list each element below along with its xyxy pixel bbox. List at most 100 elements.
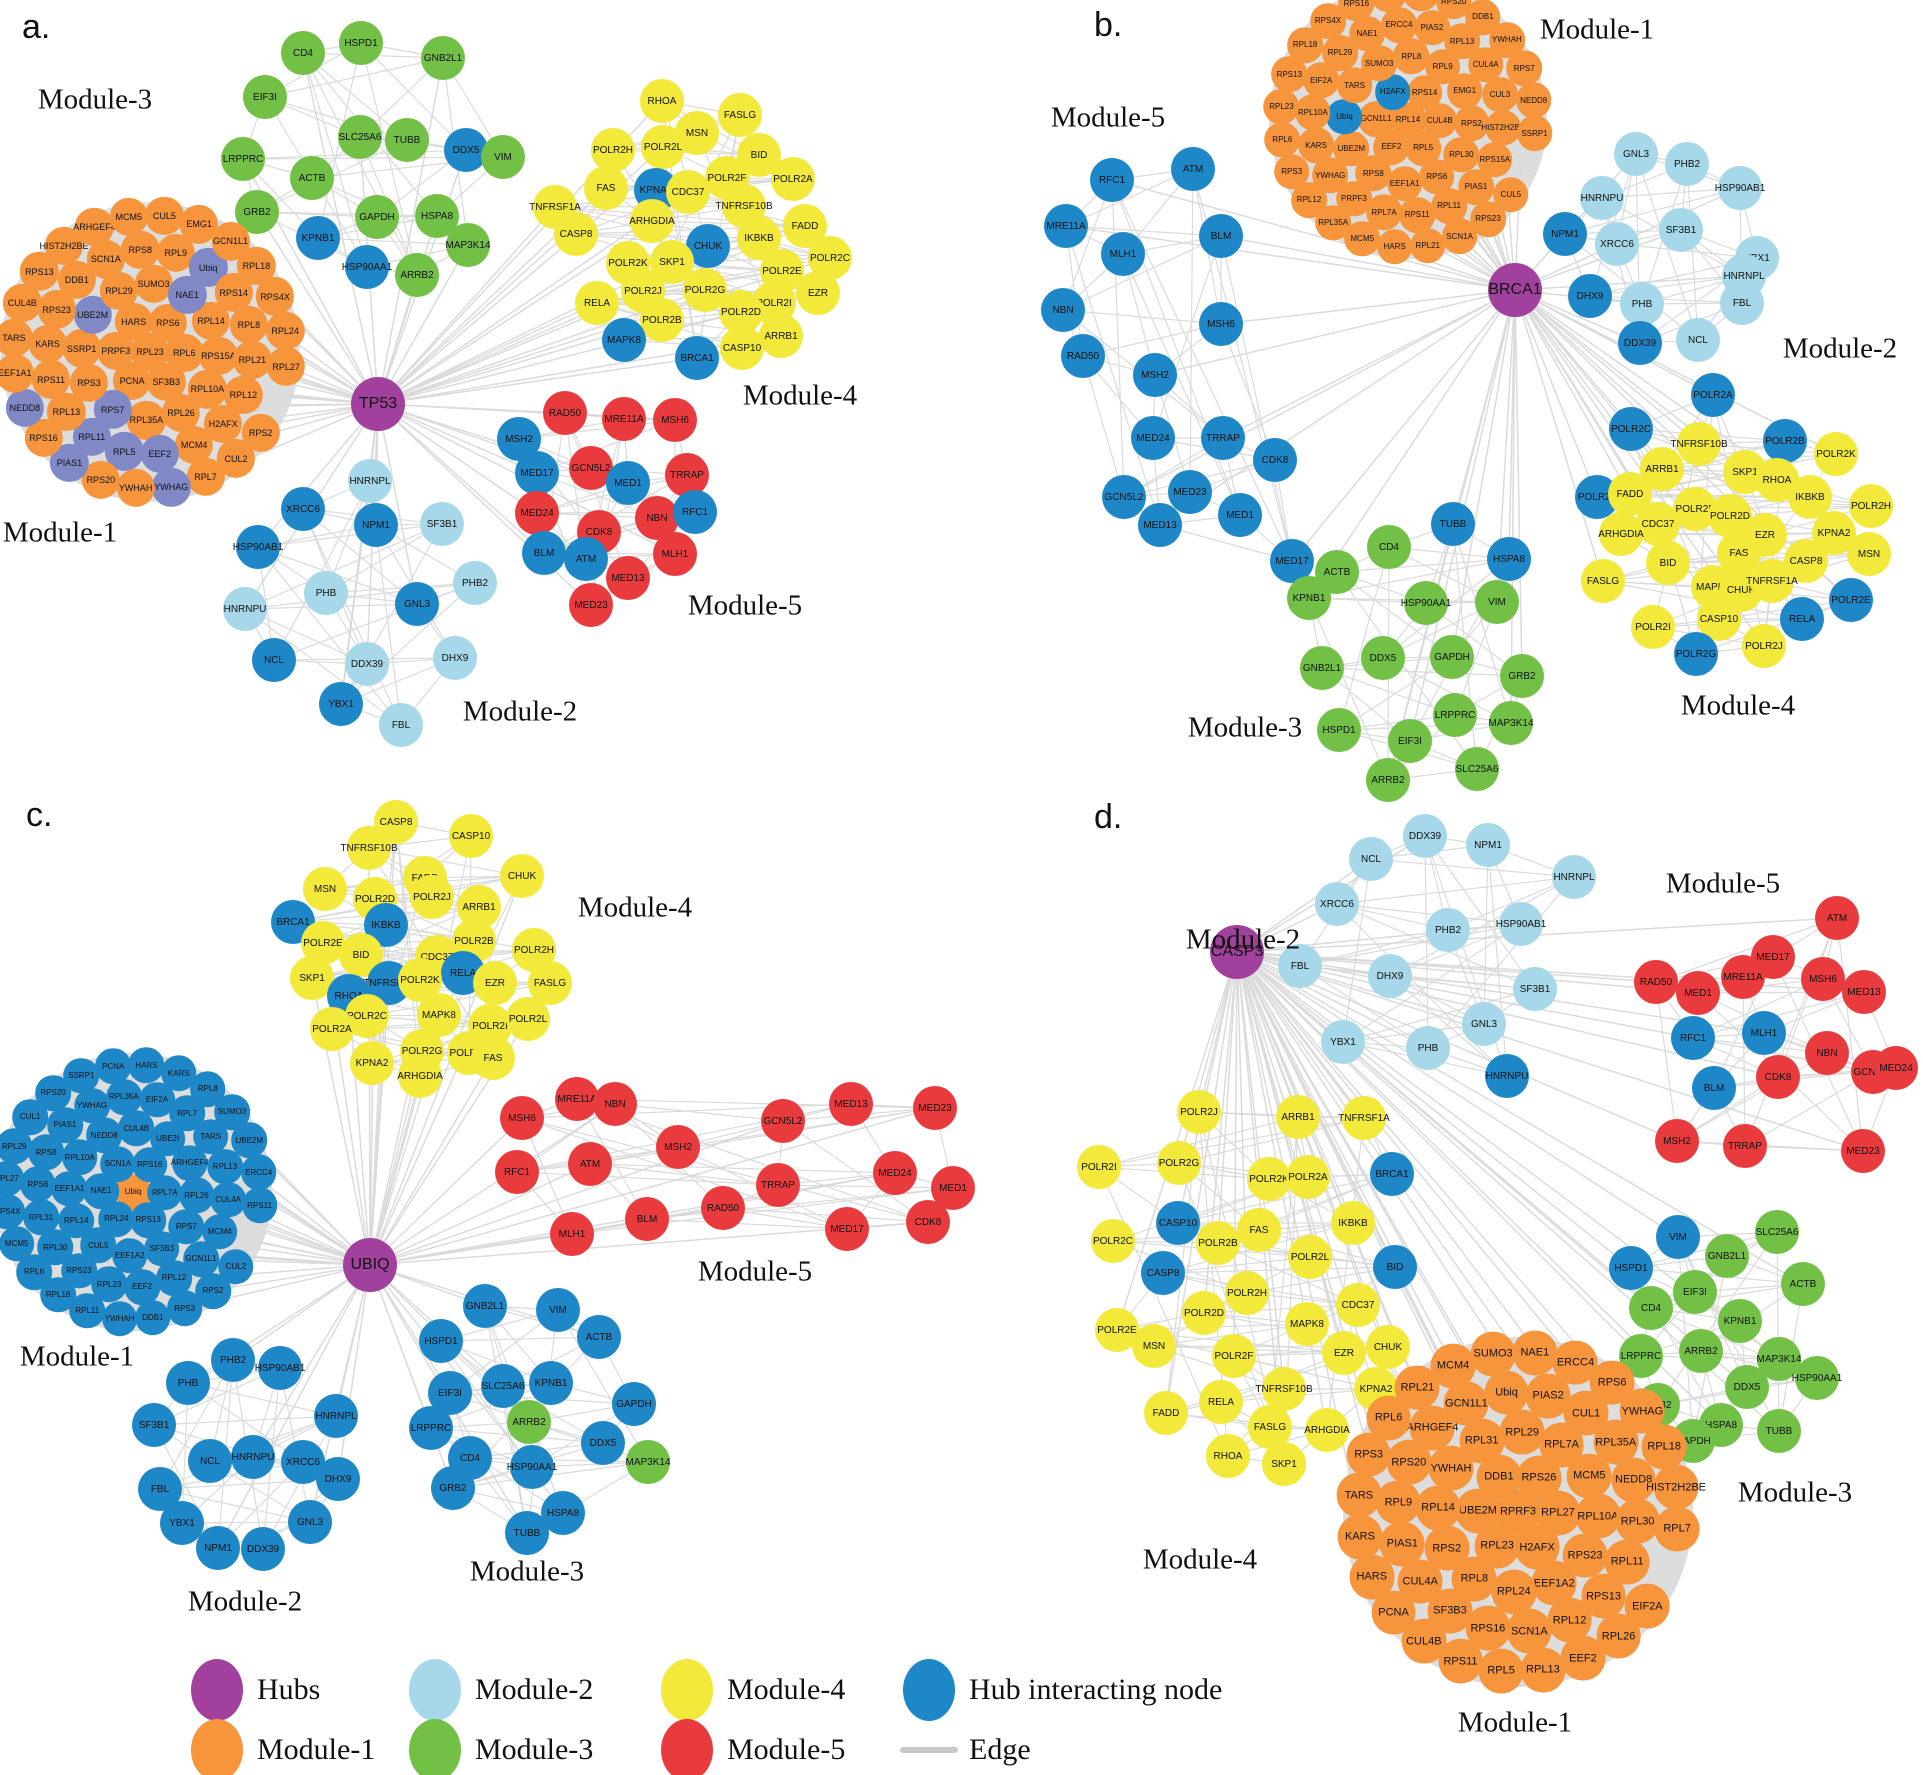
node-nbn: NBN [1805, 1031, 1849, 1075]
node-arhgdia: ARHGDIA [1304, 1408, 1350, 1452]
node-label: CDC37 [1641, 518, 1675, 530]
node-label: GAPDH [616, 1398, 652, 1410]
node-label: RFC1 [1098, 174, 1126, 186]
node-label: TUBB [513, 1527, 541, 1539]
node-label: GNL3 [296, 1516, 324, 1528]
node-label: SCN1A [1511, 1625, 1548, 1638]
node-fas: FAS [471, 1036, 515, 1080]
node-label: YBX1 [1330, 1036, 1356, 1048]
node-label: SLC25A6 [1755, 1226, 1799, 1238]
node-label: HNRNPU [1485, 1070, 1529, 1082]
legend-label-module-3: Module-3 [475, 1733, 594, 1766]
node-label: BRCA1 [1375, 1168, 1409, 1180]
node-label: GRB2 [1508, 670, 1536, 682]
node-med24: MED24 [1874, 1046, 1918, 1090]
node-label: FBL [1732, 297, 1752, 309]
node-label: TARS [2, 332, 26, 343]
node-label: RPL30 [1620, 1515, 1655, 1528]
node-cdc37: CDC37 [1336, 1283, 1380, 1327]
node-label: MSN [685, 127, 709, 139]
node-label: UBE2M [1459, 1504, 1497, 1517]
node-rad50: RAD50 [1061, 334, 1105, 378]
node-label: MRE11A [604, 413, 644, 425]
node-label: FASLG [1253, 1421, 1287, 1433]
node-label: EIF3I [253, 91, 277, 103]
node-ubiq: Ubiq [1484, 1370, 1529, 1415]
node-label: HSPA8 [1492, 553, 1526, 565]
node-lrpprc: LRPPRC [409, 1406, 453, 1450]
panel-letter-b: b. [1094, 6, 1123, 44]
legend-label-hub-interacting-node: Hub interacting node [969, 1673, 1223, 1706]
node-label: MAP3K14 [1756, 1353, 1802, 1365]
node-label: POLR2K [1816, 448, 1856, 460]
node-label: POLR2L [1290, 1251, 1330, 1263]
node-vim: VIM [536, 1288, 580, 1332]
node-label: DDB1 [142, 1313, 164, 1323]
node-label: EIF2A [1310, 75, 1333, 85]
node-label: POLR2G [684, 284, 726, 296]
node-label: CD4 [1640, 1302, 1661, 1314]
node-phb: PHB [1406, 1026, 1450, 1070]
node-scn1a: SCN1A [1441, 218, 1478, 255]
node-label: ARRB1 [462, 901, 496, 913]
node-rps3: RPS3 [1273, 153, 1310, 190]
node-label: MLH1 [661, 548, 689, 560]
node-label: SF3B3 [1433, 1604, 1467, 1617]
node-label: DDB1 [1472, 12, 1494, 22]
node-label: NEDD8 [90, 1130, 118, 1140]
node-phb: PHB [1620, 282, 1664, 326]
node-label: SF3B1 [1519, 983, 1551, 995]
node-bid: BID [1646, 541, 1690, 585]
node-label: DDX5 [1369, 652, 1397, 664]
node-label: MED17 [1756, 951, 1790, 963]
hub-node-ubiq: UBIQ [343, 1238, 397, 1292]
node-hars: HARS [128, 1047, 165, 1084]
node-label: EEF1A2 [114, 1251, 145, 1261]
node-label: RHOA [647, 95, 677, 107]
node-label: CHUK [1373, 1341, 1403, 1353]
node-label: ERCC4 [1556, 1356, 1595, 1369]
node-gnl3: GNL3 [1614, 132, 1658, 176]
node-label: RPL13 [52, 406, 81, 417]
node-label: BID [750, 149, 768, 161]
node-gnb2l1: GNB2L1 [1705, 1234, 1749, 1278]
node-label: RPS15A [1479, 155, 1511, 165]
node-label: BLM [1703, 1082, 1725, 1094]
node-label: HSPD1 [1322, 724, 1356, 736]
node-label: RPL13 [1449, 36, 1475, 46]
node-lrpprc: LRPPRC [1433, 693, 1477, 737]
node-polr2h: POLR2H [1225, 1271, 1269, 1315]
node-hsp90aa1: HSP90AA1 [507, 1445, 557, 1489]
node-label: YWHAH [1430, 1462, 1472, 1475]
node-label: PIAS2 [1532, 1389, 1564, 1402]
node-casp10: CASP10 [720, 326, 764, 370]
node-label: TRRAP [761, 1179, 795, 1191]
node-label: RPS3 [174, 1303, 196, 1313]
node-rela: RELA [1199, 1380, 1243, 1424]
node-label: RPS13 [1276, 69, 1302, 79]
node-label: MSH2 [505, 433, 533, 445]
module-label-module-1-panel-d: Module-1 [1457, 1706, 1573, 1739]
node-label: RPS11 [1443, 1655, 1478, 1668]
node-label: MSH6 [661, 414, 689, 426]
node-sf3b1: SF3B1 [420, 502, 464, 546]
module-label-module-5-panel-a: Module-5 [687, 589, 803, 622]
node-phb: PHB [304, 571, 348, 615]
node-label: KPNB1 [1292, 592, 1326, 604]
node-label: ARHGDIA [1304, 1424, 1350, 1436]
node-ddx39: DDX39 [241, 1527, 285, 1571]
node-cdk8: CDK8 [906, 1200, 950, 1244]
node-label: NAE1 [1520, 1346, 1550, 1359]
node-label: RHOA [1213, 1450, 1243, 1462]
node-label: CDK8 [585, 526, 613, 538]
node-vim: VIM [481, 135, 525, 179]
node-label: SKP1 [1732, 466, 1758, 478]
node-label: FBL [150, 1483, 170, 1495]
node-msh6: MSH6 [500, 1096, 544, 1140]
node-label: SCN1A [90, 254, 121, 265]
node-label: POLR2J [624, 285, 662, 297]
node-nbn: NBN [1041, 288, 1085, 332]
node-label: RPL23 [96, 1279, 122, 1289]
node-label: RPS6 [1426, 172, 1448, 182]
